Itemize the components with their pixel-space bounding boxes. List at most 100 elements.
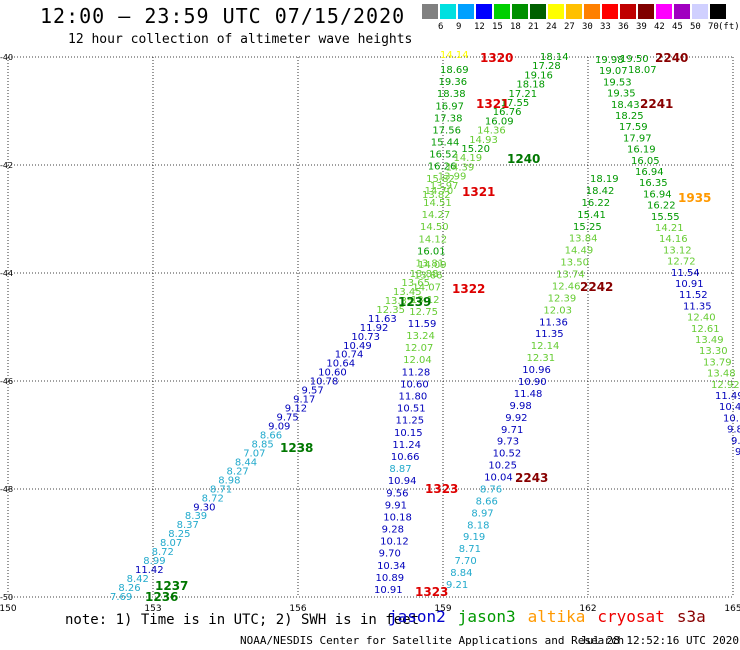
wave-height-value: 9.8 bbox=[727, 425, 740, 436]
wave-height-value: 19.07 bbox=[599, 66, 628, 77]
wave-height-value: 7.70 bbox=[454, 556, 476, 567]
wave-height-value: 9.21 bbox=[446, 580, 468, 591]
wave-height-value: 8.87 bbox=[389, 464, 411, 475]
scale-label: 45 bbox=[672, 22, 683, 32]
wave-height-value: 15.82 bbox=[426, 174, 455, 185]
wave-height-value: 8.42 bbox=[127, 574, 149, 585]
wave-height-value: 14.21 bbox=[655, 223, 684, 234]
wave-height-value: 17.28 bbox=[532, 61, 561, 72]
wave-height-value: 7.07 bbox=[243, 448, 265, 459]
wave-height-value: 8.37 bbox=[177, 520, 199, 531]
wave-height-value: 16.97 bbox=[435, 101, 464, 112]
wave-height-value: 8.98 bbox=[218, 475, 240, 486]
wave-height-value: 13.30 bbox=[699, 346, 728, 357]
wave-height-value: 10.18 bbox=[383, 512, 412, 523]
wave-height-value: 13.65 bbox=[401, 278, 430, 289]
wave-height-value: 17.56 bbox=[432, 125, 461, 136]
satellite-legend-item: jason2 bbox=[388, 607, 446, 626]
wave-height-value: 9.09 bbox=[268, 422, 290, 433]
scale-unit: (ft) bbox=[718, 22, 740, 32]
wave-height-value: 16.26 bbox=[428, 162, 457, 173]
wave-height-value: 11.35 bbox=[535, 329, 564, 340]
wave-height-value: 8.18 bbox=[467, 520, 489, 531]
wave-height-value: 11.92 bbox=[360, 323, 389, 334]
wave-height-value: 8.66 bbox=[476, 496, 498, 507]
scale-label: 36 bbox=[618, 22, 629, 32]
wave-height-value: 8.25 bbox=[168, 529, 190, 540]
scale-swatch bbox=[638, 4, 654, 19]
wave-height-value: 9.98 bbox=[510, 401, 532, 412]
wave-height-value: 12.92 bbox=[711, 380, 740, 391]
wave-height-value: 10.60 bbox=[318, 368, 347, 379]
wave-height-value: 8.44 bbox=[235, 457, 257, 468]
wave-height-value: 8.85 bbox=[252, 439, 274, 450]
wave-height-value: 16.22 bbox=[647, 201, 676, 212]
wave-height-value: 19.53 bbox=[603, 77, 632, 88]
wave-height-value: 11.42 bbox=[135, 565, 164, 576]
lat-tick-label: -50 bbox=[0, 593, 13, 602]
wave-height-value: 10.60 bbox=[400, 379, 429, 390]
wave-height-value: 15.44 bbox=[431, 138, 460, 149]
wave-height-value: 11.52 bbox=[679, 290, 708, 301]
color-scale-legend: 6 9 12 15 18 21 24 27 30 33 36 39 42 45 50 70 (ft) bbox=[422, 4, 740, 34]
wave-height-value: 14.39 bbox=[446, 162, 475, 173]
wave-height-value: 18.69 bbox=[440, 65, 469, 76]
time-label: 1240 bbox=[507, 152, 540, 166]
wave-height-value: 11.35 bbox=[683, 301, 712, 312]
wave-height-value: 10.94 bbox=[388, 476, 417, 487]
wave-height-value: 13.82 bbox=[422, 190, 451, 201]
scale-label: 42 bbox=[654, 22, 665, 32]
time-label: 1321 bbox=[476, 97, 509, 111]
wave-height-value: 13.12 bbox=[663, 245, 692, 256]
wave-height-value: 10.52 bbox=[493, 449, 522, 460]
wave-height-value: 7.69 bbox=[110, 592, 132, 603]
wave-height-value: 9.75 bbox=[276, 413, 298, 424]
wave-height-value: 9.70 bbox=[379, 549, 401, 560]
wave-height-value: 12.39 bbox=[548, 293, 577, 304]
wave-height-value: 11.36 bbox=[539, 317, 568, 328]
scale-swatch bbox=[692, 4, 708, 19]
time-label: 1238 bbox=[280, 441, 313, 455]
lat-tick-label: -48 bbox=[0, 485, 13, 494]
scale-swatch bbox=[620, 4, 636, 19]
wave-height-value: 13.24 bbox=[406, 331, 435, 342]
wave-height-value: 8.39 bbox=[185, 511, 207, 522]
wave-height-value: 9.19 bbox=[463, 532, 485, 543]
wave-height-value: 17.38 bbox=[434, 113, 463, 124]
wave-height-value: 13.88 bbox=[410, 269, 439, 280]
wave-height-value: 15.55 bbox=[651, 212, 680, 223]
scale-swatch bbox=[422, 4, 438, 19]
wave-height-value: 11.54 bbox=[671, 268, 700, 279]
lon-tick-label: 156 bbox=[289, 604, 306, 614]
time-label: 1321 bbox=[462, 185, 495, 199]
lat-tick-label: -40 bbox=[0, 53, 13, 62]
wave-height-value: 19.35 bbox=[607, 89, 636, 100]
wave-height-value: 11.63 bbox=[368, 314, 397, 325]
time-label: 2243 bbox=[515, 471, 548, 485]
scale-swatch bbox=[458, 4, 474, 19]
scale-swatch bbox=[566, 4, 582, 19]
wave-height-value: 9.91 bbox=[385, 500, 407, 511]
wave-height-value: 9.17 bbox=[293, 395, 315, 406]
wave-height-value: 11.59 bbox=[408, 319, 437, 330]
scale-label: 6 bbox=[438, 22, 444, 32]
time-label: 1236 bbox=[145, 590, 178, 604]
wave-height-value: 16.22 bbox=[582, 198, 611, 209]
footer-credit: NOAA/NESDIS Center for Satellite Applica… bbox=[240, 634, 625, 647]
wave-height-value: 12.46 bbox=[552, 281, 581, 292]
wave-height-value: 9.71 bbox=[501, 425, 523, 436]
wave-height-value: 8.66 bbox=[260, 430, 282, 441]
map-title: 12:00 — 23:59 UTC 07/15/2020 bbox=[40, 4, 406, 28]
wave-height-value: 13.81 bbox=[415, 258, 444, 269]
scale-swatch bbox=[476, 4, 492, 19]
lon-tick-label: 165 bbox=[724, 604, 740, 614]
scale-swatch bbox=[440, 4, 456, 19]
scale-swatch bbox=[548, 4, 564, 19]
wave-height-value: 11.48 bbox=[514, 389, 543, 400]
time-label: 1323 bbox=[415, 585, 448, 599]
wave-height-value: 10.51 bbox=[397, 404, 426, 415]
scale-label: 24 bbox=[546, 22, 557, 32]
wave-height-value: 10.25 bbox=[488, 461, 517, 472]
wave-height-value: 14.36 bbox=[477, 126, 506, 137]
